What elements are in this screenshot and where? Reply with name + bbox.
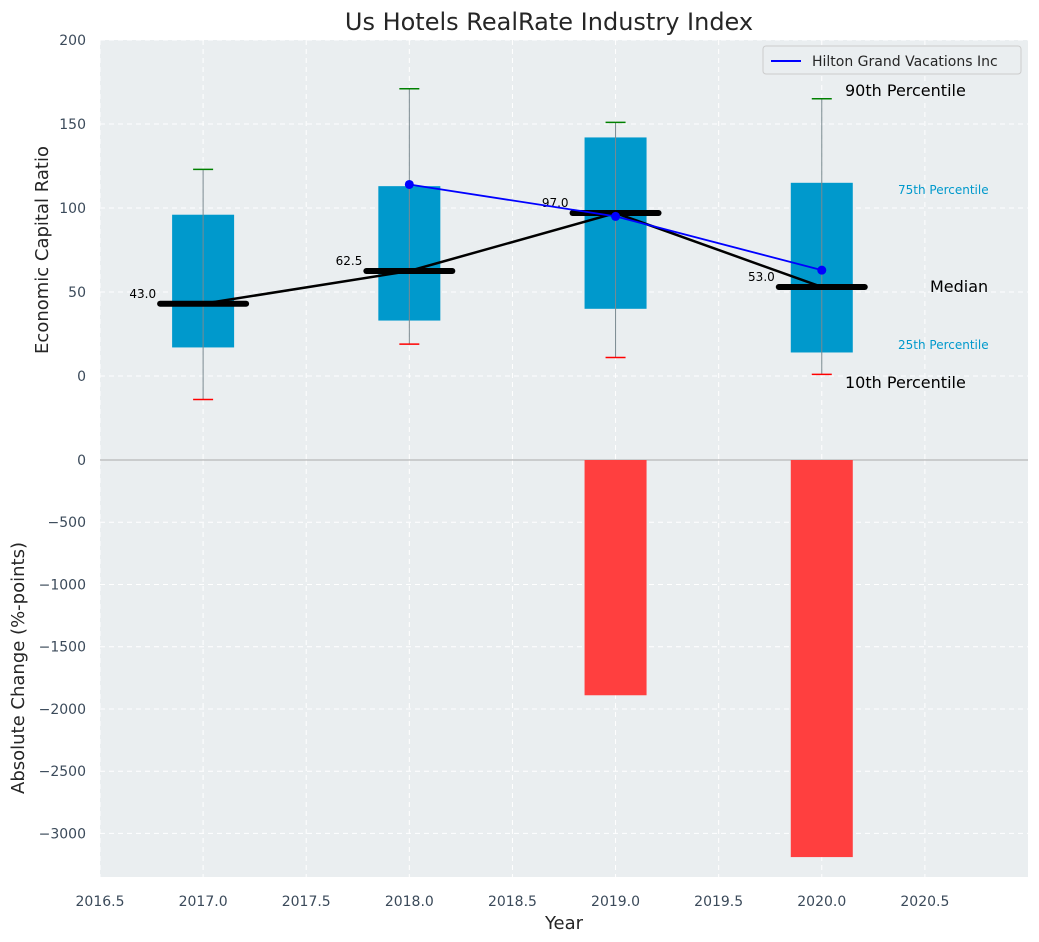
legend: Hilton Grand Vacations Inc [762,45,1022,75]
annotation-75th-percentile: 75th Percentile [898,183,989,197]
top-panel-background [100,40,1028,460]
bottom-y-tick-label: −500 [48,515,86,531]
top-y-tick-label: 50 [68,285,86,301]
change-bar [584,460,647,696]
bottom-y-tick-label: −2000 [39,702,86,718]
bottom-y-tick-label: −3000 [39,826,86,842]
bottom-y-axis-label: Absolute Change (%-points) [8,542,29,794]
x-tick-label: 2017.5 [282,894,331,910]
top-y-tick-label: 100 [59,201,86,217]
x-tick-label: 2018.5 [488,894,537,910]
hilton-series-point [817,265,827,275]
median-value-label: 62.5 [336,254,363,268]
top-y-tick-label: 150 [59,117,86,133]
x-tick-label: 2016.5 [76,894,125,910]
top-y-tick-label: 200 [59,33,86,49]
annotation-90th-percentile: 90th Percentile [845,81,966,100]
legend-box [762,45,1022,75]
annotation-median: Median [930,277,988,296]
x-tick-label: 2020.0 [797,894,846,910]
x-tick-label: 2019.0 [591,894,640,910]
median-value-label: 43.0 [129,287,156,301]
legend-label-hilton: Hilton Grand Vacations Inc [812,54,998,70]
median-trend-line [202,211,823,305]
x-tick-label: 2019.5 [694,894,743,910]
bar-marks [584,460,853,858]
x-tick-label: 2017.0 [179,894,228,910]
bottom-y-tick-label: −2500 [39,764,86,780]
hilton-series-point [404,179,414,189]
bottom-y-tick-label: 0 [77,453,86,469]
x-tick-label: 2020.5 [900,894,949,910]
x-axis-label: Year [544,913,584,934]
annotation-10th-percentile: 10th Percentile [845,373,966,392]
median-value-label: 53.0 [748,270,775,284]
change-bar [790,460,853,858]
tick-labels: 2016.5 2017.0 2017.5 2018.0 2018.5 2019.0 2019… [39,33,950,910]
top-y-tick-label: 0 [77,369,86,385]
box-plot-marks: 43.062.597.053.0 [129,87,868,401]
bottom-panel-background [100,460,1028,877]
bottom-y-tick-label: −1000 [39,577,86,593]
top-y-axis-label: Economic Capital Ratio [32,146,53,354]
bottom-y-tick-label: −1500 [39,640,86,656]
hilton-series-point [611,211,621,221]
annotation-25th-percentile: 25th Percentile [898,338,989,352]
x-tick-label: 2018.0 [385,894,434,910]
chart-title: Us Hotels RealRate Industry Index [345,8,753,36]
